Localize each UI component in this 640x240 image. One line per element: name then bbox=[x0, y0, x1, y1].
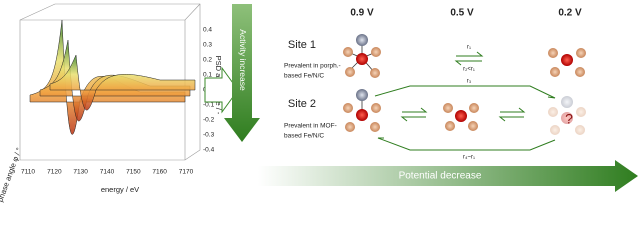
surface bbox=[29, 19, 196, 135]
z-tick-label: -0.1 bbox=[203, 102, 215, 109]
figure: 7110 7120 7130 7140 7150 7160 7170 0.4 0.3 0.2 0.… bbox=[0, 3, 638, 203]
molecule bbox=[443, 103, 479, 131]
activity-arrow bbox=[224, 4, 260, 142]
site-name: Site 1 bbox=[288, 39, 316, 51]
site-name: Site 2 bbox=[288, 98, 316, 110]
activity-label: Activity increase bbox=[238, 29, 248, 91]
rate: r₄~r₁ bbox=[463, 155, 475, 161]
x-tick-label: 7160 bbox=[152, 169, 167, 176]
molecule bbox=[548, 48, 586, 77]
potential-arrow bbox=[258, 160, 638, 192]
x-tick-label: 7120 bbox=[47, 169, 62, 176]
y-label: phase angle φ / ° bbox=[0, 146, 24, 203]
site-note: Prevalent in porph.- bbox=[284, 63, 341, 70]
potential: 0.9 V bbox=[350, 8, 374, 19]
z-tick-label: 0.4 bbox=[203, 27, 212, 34]
x-tick-label: 7130 bbox=[73, 169, 88, 176]
z-tick-label: 0.1 bbox=[203, 72, 212, 79]
x-ticks: 7110 7120 7130 7140 7150 7160 7170 bbox=[21, 169, 194, 176]
z-tick-label: -0.2 bbox=[203, 117, 215, 124]
molecule-ghost bbox=[548, 96, 586, 135]
z-tick-label: -0.3 bbox=[203, 132, 215, 139]
rate: r₃ bbox=[467, 79, 472, 85]
z-tick-label: 0.2 bbox=[203, 57, 212, 64]
z-tick-label: 0.3 bbox=[203, 42, 212, 49]
x-tick-label: 7140 bbox=[100, 169, 115, 176]
x-tick-label: 7170 bbox=[179, 169, 194, 176]
potential-label: Potential decrease bbox=[399, 171, 482, 182]
potential: 0.5 V bbox=[450, 8, 474, 19]
molecule bbox=[343, 89, 381, 132]
equilibrium bbox=[374, 51, 556, 151]
rate: r₂<r₁ bbox=[463, 67, 475, 73]
molecule bbox=[343, 34, 381, 78]
rate: r₁ bbox=[467, 45, 471, 51]
site-note: based Fe/N/C bbox=[284, 133, 324, 140]
hollow-arrow bbox=[204, 66, 239, 114]
z-tick-label: -0.4 bbox=[203, 147, 215, 154]
unknown-mark: ? bbox=[565, 111, 573, 127]
site-note: based Fe/N/C bbox=[284, 73, 324, 80]
x-tick-label: 7150 bbox=[126, 169, 141, 176]
x-label: energy / eV bbox=[101, 185, 139, 194]
site-note: Prevalent in MOF- bbox=[284, 123, 337, 130]
potential: 0.2 V bbox=[558, 8, 582, 19]
x-tick-label: 7110 bbox=[21, 169, 35, 176]
